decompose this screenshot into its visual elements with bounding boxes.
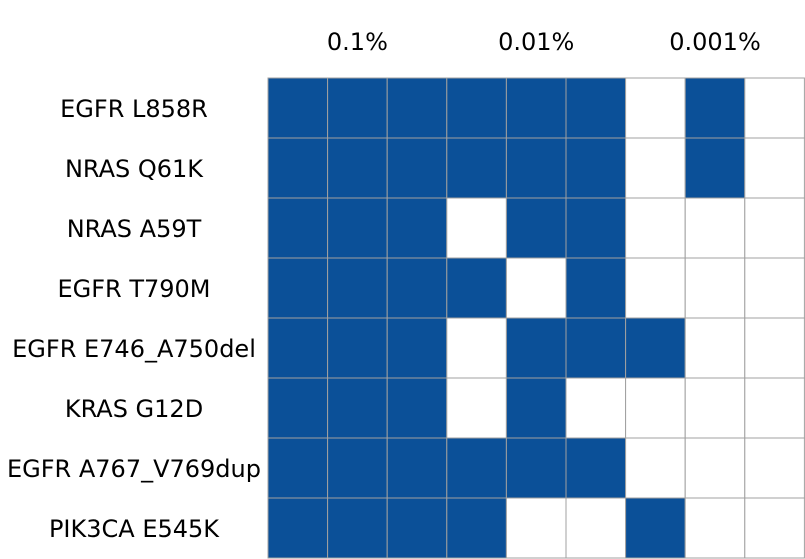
heatmap-cell: [505, 77, 567, 139]
heatmap-cell: [625, 437, 686, 499]
row-label: EGFR T790M: [57, 275, 210, 303]
heatmap-cell: [505, 197, 567, 259]
heatmap-cell: [625, 197, 686, 259]
heatmap-cell: [327, 197, 388, 259]
heatmap-cell: [684, 377, 746, 439]
heatmap-cell: [744, 257, 805, 319]
heatmap-cell: [446, 257, 507, 319]
heatmap-cell: [684, 257, 746, 319]
heatmap-cell: [327, 497, 388, 559]
heatmap-cell: [327, 437, 388, 499]
heatmap-cell: [625, 257, 686, 319]
heatmap-cell: [386, 77, 448, 139]
heatmap-cell: [267, 257, 329, 319]
heatmap-cell: [446, 437, 507, 499]
row-label: EGFR E746_A750del: [12, 335, 256, 363]
heatmap-cell: [386, 437, 448, 499]
row-label: KRAS G12D: [65, 395, 203, 423]
column-group-labels: 0.1% 0.01% 0.001%: [327, 28, 761, 56]
column-group-label: 0.001%: [669, 28, 761, 56]
row-label: NRAS A59T: [67, 215, 202, 243]
row-label: NRAS Q61K: [65, 155, 204, 183]
heatmap-cell: [684, 137, 746, 199]
heatmap-cell: [744, 197, 805, 259]
heatmap-cell: [625, 377, 686, 439]
heatmap-cell: [327, 317, 388, 379]
heatmap-cell: [744, 77, 805, 139]
heatmap-cell: [625, 137, 686, 199]
heatmap-cell: [744, 377, 805, 439]
heatmap-cell: [386, 497, 448, 559]
heatmap-cell: [744, 137, 805, 199]
heatmap-cell: [625, 497, 686, 559]
heatmap-cell: [446, 137, 507, 199]
heatmap-cell: [446, 497, 507, 559]
heatmap-cell: [267, 197, 329, 259]
heatmap-cell: [446, 77, 507, 139]
heatmap-cell: [267, 137, 329, 199]
heatmap-cell: [625, 77, 686, 139]
heatmap-cell: [386, 137, 448, 199]
heatmap-cell: [267, 377, 329, 439]
heatmap-cell: [327, 137, 388, 199]
row-label: EGFR A767_V769dup: [7, 455, 261, 483]
heatmap-cell: [386, 257, 448, 319]
heatmap-cell: [505, 137, 567, 199]
heatmap-cell: [565, 197, 627, 259]
heatmap-cell: [565, 77, 627, 139]
heatmap-cell: [684, 197, 746, 259]
heatmap-cell: [744, 497, 805, 559]
heatmap-cell: [505, 317, 567, 379]
heatmap-cell: [565, 497, 627, 559]
heatmap-cell: [446, 317, 507, 379]
heatmap-cell: [684, 497, 746, 559]
heatmap-cell: [505, 497, 567, 559]
heatmap-cell: [565, 377, 627, 439]
row-labels: EGFR L858R NRAS Q61K NRAS A59T EGFR T790M EG…: [7, 95, 261, 543]
heatmap-cell: [267, 77, 329, 139]
heatmap-cell: [744, 437, 805, 499]
heatmap-cell: [505, 437, 567, 499]
column-group-label: 0.01%: [498, 28, 574, 56]
heatmap-cell: [327, 77, 388, 139]
heatmap-cell: [684, 437, 746, 499]
row-label: EGFR L858R: [60, 95, 208, 123]
heatmap-cell: [565, 257, 627, 319]
heatmap-cell: [684, 77, 746, 139]
heatmap-cell: [744, 317, 805, 379]
row-label: PIK3CA E545K: [49, 515, 220, 543]
heatmap-cell: [327, 377, 388, 439]
column-group-label: 0.1%: [327, 28, 388, 56]
heatmap-cell: [386, 197, 448, 259]
heatmap-cell: [625, 317, 686, 379]
heatmap-cell: [565, 317, 627, 379]
heatmap-cell: [446, 197, 507, 259]
heatmap-cell: [267, 497, 329, 559]
heatmap-cells: [267, 77, 805, 559]
heatmap-cell: [327, 257, 388, 319]
heatmap-cell: [267, 317, 329, 379]
heatmap-cell: [386, 317, 448, 379]
heatmap-cell: [565, 437, 627, 499]
heatmap-cell: [565, 137, 627, 199]
heatmap-cell: [505, 377, 567, 439]
heatmap-cell: [684, 317, 746, 379]
heatmap-cell: [505, 257, 567, 319]
heatmap-cell: [267, 437, 329, 499]
heatmap-cell: [386, 377, 448, 439]
heatmap-cell: [446, 377, 507, 439]
